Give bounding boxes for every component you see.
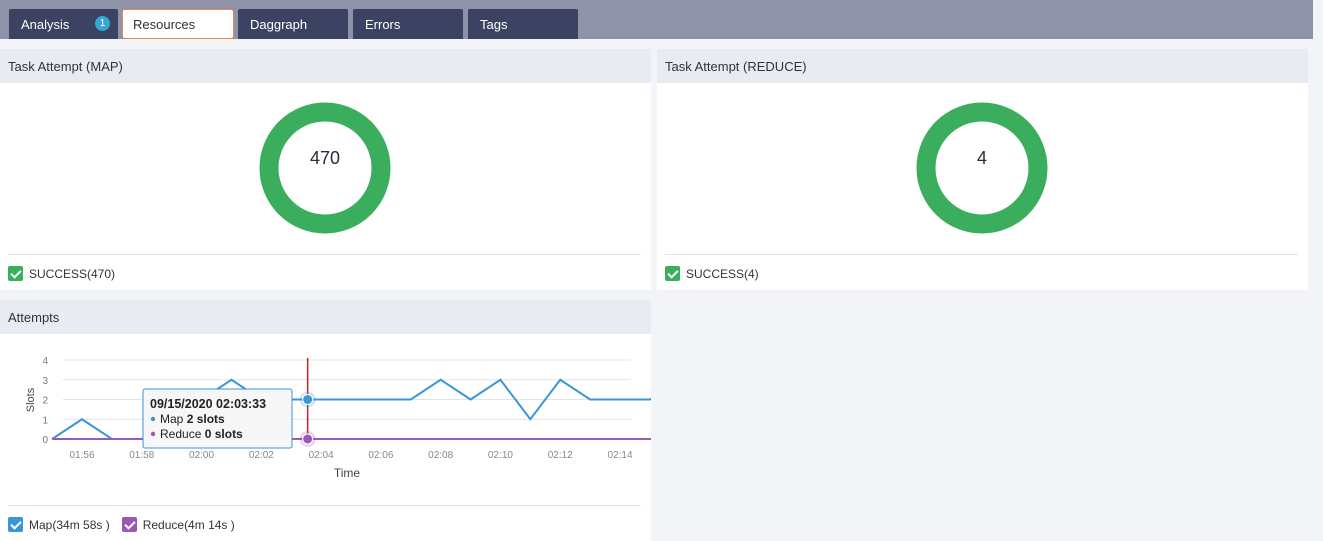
y-tick-label: 4 (42, 356, 48, 367)
tab-label: Resources (133, 17, 196, 32)
panel-title: Task Attempt (REDUCE) (657, 49, 1308, 83)
legend-item-map[interactable]: Map(34m 58s ) (8, 517, 110, 532)
attempts-panel: Attempts 0 1 2 3 4 01:56 01:58 02:00 02:02 02:04… (0, 300, 651, 541)
map-series-line (51, 378, 651, 440)
cursor-markers (299, 391, 316, 447)
chart-series (51, 378, 651, 440)
y-axis-ticks: 0 1 2 3 4 (42, 356, 48, 446)
donut-center-value: 4 (977, 148, 987, 168)
tooltip-date: 09/15/2020 02:03:33 (150, 397, 266, 411)
reduce-attempt-panel: Task Attempt (REDUCE) 4 SUCCESS(4) (657, 49, 1308, 290)
checkbox-icon[interactable] (8, 517, 23, 532)
legend-label: SUCCESS(470) (29, 266, 116, 281)
notification-badge: 1 (95, 16, 110, 31)
donut-ring (259, 102, 391, 234)
tooltip-map-line: Map 2 slots (160, 412, 225, 426)
tab-label: Daggraph (250, 17, 308, 32)
legend-divider (8, 505, 641, 506)
reduce-donut-chart: 4 (916, 102, 1048, 234)
tooltip-box (142, 388, 293, 449)
legend-divider (8, 254, 641, 255)
reduce-series-line (52, 438, 651, 440)
legend-label: Map(34m 58s ) (29, 517, 110, 532)
chart-tooltip: 09/15/2020 02:03:33 Map 2 slots Reduce 0… (142, 388, 293, 449)
tab-label: Analysis (21, 17, 70, 32)
tooltip-reduce-line: Reduce 0 slots (160, 427, 243, 441)
checkbox-icon[interactable] (665, 266, 680, 281)
tab-resources[interactable]: Resources (122, 9, 234, 39)
x-tick-label: 02:06 (368, 450, 393, 461)
map-cursor-marker (302, 394, 314, 405)
tab-tags[interactable]: Tags (468, 9, 578, 39)
map-bullet-icon (150, 416, 156, 422)
x-tick-label: 02:00 (189, 450, 214, 461)
y-axis-label: Slots (25, 387, 37, 412)
tab-errors[interactable]: Errors (353, 9, 463, 39)
panel-title: Task Attempt (MAP) (0, 49, 651, 83)
x-tick-label: 02:08 (428, 450, 453, 461)
y-tick-label: 2 (42, 396, 48, 407)
attempts-legend: Map(34m 58s ) Reduce(4m 14s ) (8, 517, 247, 532)
x-tick-label: 02:04 (309, 450, 334, 461)
legend-label: Reduce(4m 14s ) (142, 517, 235, 532)
x-axis-ticks: 01:56 01:58 02:00 02:02 02:04 02:06 02:08 02:10… (69, 450, 632, 461)
checkbox-icon[interactable] (8, 266, 23, 281)
x-axis-label: Time (334, 466, 361, 480)
legend-divider (665, 254, 1298, 255)
x-tick-label: 02:14 (607, 450, 632, 461)
donut-ring (916, 102, 1048, 234)
map-legend: SUCCESS(470) (8, 266, 115, 281)
y-tick-label: 1 (42, 415, 48, 426)
legend-item-reduce[interactable]: Reduce(4m 14s ) (121, 517, 235, 532)
legend-label: SUCCESS(4) (686, 266, 759, 281)
tab-daggraph[interactable]: Daggraph (238, 9, 348, 39)
tab-label: Tags (480, 17, 508, 32)
tab-bar: Analysis 1 Resources Daggraph Errors Tag… (0, 0, 1313, 39)
x-tick-label: 02:10 (488, 450, 513, 461)
attempts-line-chart: 0 1 2 3 4 01:56 01:58 02:00 02:02 02:04 02:06 02:0… (25, 356, 651, 480)
tab-label: Errors (365, 17, 401, 32)
x-tick-label: 02:02 (249, 450, 274, 461)
map-donut-chart: 470 (259, 102, 391, 234)
checkbox-icon[interactable] (121, 517, 137, 532)
reduce-cursor-marker (302, 433, 314, 445)
x-tick-label: 02:12 (548, 450, 573, 461)
y-tick-label: 3 (42, 376, 48, 387)
map-attempt-panel: Task Attempt (MAP) 470 SUCCESS(470) (0, 49, 651, 290)
tab-analysis[interactable]: Analysis 1 (9, 9, 118, 39)
reduce-bullet-icon (150, 431, 156, 437)
x-tick-label: 01:56 (69, 450, 94, 461)
panel-title: Attempts (0, 300, 651, 334)
donut-center-value: 470 (310, 148, 340, 168)
y-tick-label: 0 (42, 435, 48, 446)
x-tick-label: 01:58 (129, 450, 154, 461)
reduce-legend: SUCCESS(4) (665, 266, 759, 281)
